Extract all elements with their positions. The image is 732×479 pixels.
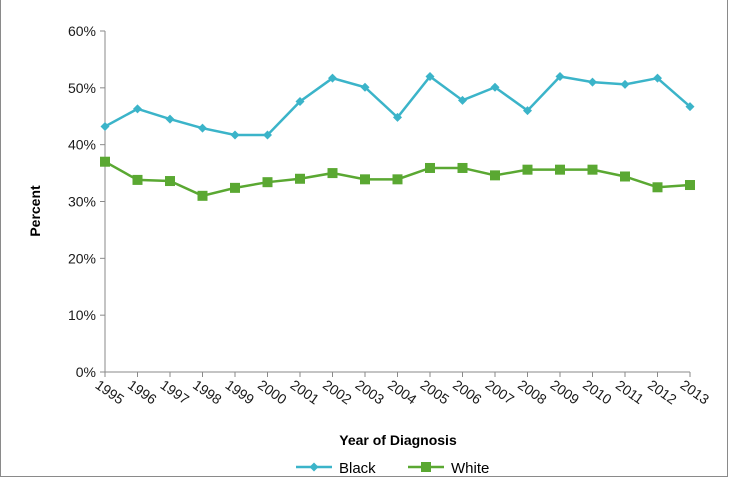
data-point-white: [262, 177, 273, 188]
data-point-white: [100, 156, 110, 167]
x-tick-label: 2007: [483, 376, 518, 407]
series-white: [100, 156, 695, 201]
x-tick-label: 2003: [353, 376, 388, 407]
data-point-black: [198, 123, 207, 133]
x-tick-label: 1999: [223, 376, 258, 407]
legend-label: Black: [339, 460, 376, 477]
x-axis: 1995199619971998199920002001200220032004…: [93, 371, 713, 408]
legend-item-black: Black: [296, 460, 376, 477]
legend: Black White: [296, 460, 489, 477]
x-tick-label: 1997: [158, 376, 193, 407]
data-point-white: [360, 174, 370, 185]
data-point-black: [425, 71, 435, 81]
x-tick-label: 2008: [515, 376, 550, 407]
y-tick-label: 50%: [68, 80, 96, 96]
y-tick-label: 10%: [68, 307, 96, 323]
data-point-white: [197, 190, 208, 201]
x-tick-label: 2006: [450, 376, 485, 407]
data-point-black: [230, 130, 240, 140]
data-point-white: [327, 168, 338, 179]
x-tick-label: 2013: [678, 376, 713, 407]
x-tick-label: 2002: [320, 376, 355, 407]
data-point-black: [100, 121, 110, 131]
data-point-white: [490, 170, 500, 181]
y-axis-title: Percent: [27, 185, 43, 237]
data-point-white: [522, 164, 533, 175]
x-tick-label: 2001: [288, 376, 323, 407]
data-point-black: [588, 77, 597, 87]
y-axis: 0% 10% 20% 30% 40% 50% 60%: [68, 23, 106, 380]
y-tick-label: 0%: [76, 364, 96, 380]
data-point-black: [653, 73, 662, 83]
data-point-black: [490, 82, 500, 92]
y-tick-label: 40%: [68, 137, 96, 153]
data-point-white: [685, 180, 695, 191]
legend-item-white: White: [408, 460, 489, 477]
legend-marker: [309, 462, 319, 472]
series-black: [100, 71, 695, 140]
data-point-white: [230, 182, 240, 193]
data-point-white: [620, 171, 630, 182]
x-tick-label: 2012: [645, 376, 680, 407]
data-point-white: [652, 182, 663, 193]
x-tick-label: 2010: [580, 376, 615, 407]
data-point-white: [132, 174, 143, 185]
data-point-white: [392, 174, 403, 185]
data-point-black: [133, 104, 142, 114]
legend-marker: [421, 462, 431, 472]
y-tick-label: 30%: [68, 194, 96, 210]
data-point-black: [393, 112, 402, 122]
data-point-black: [165, 114, 175, 124]
data-point-black: [263, 130, 272, 140]
data-point-black: [685, 102, 695, 112]
data-point-white: [555, 164, 565, 175]
data-point-black: [620, 79, 630, 89]
x-tick-label: 1996: [125, 376, 160, 407]
data-point-black: [328, 73, 337, 83]
x-tick-label: 2004: [385, 376, 420, 407]
y-tick-label: 60%: [68, 23, 96, 39]
series-line-black: [104, 74, 691, 137]
x-tick-label: 2009: [548, 376, 583, 407]
y-tick-label: 20%: [68, 250, 96, 266]
data-point-black: [295, 96, 305, 106]
legend-label: White: [451, 460, 489, 477]
data-point-white: [165, 176, 175, 187]
data-point-black: [555, 71, 565, 81]
x-tick-label: 2011: [613, 377, 647, 407]
x-axis-title: Year of Diagnosis: [339, 432, 457, 448]
data-point-white: [457, 162, 468, 173]
data-point-white: [587, 164, 598, 175]
x-tick-label: 1998: [190, 376, 225, 407]
series-layer: [100, 71, 695, 201]
x-tick-label: 2000: [255, 376, 290, 407]
data-point-black: [360, 82, 370, 92]
data-point-white: [425, 162, 435, 173]
data-point-white: [295, 173, 305, 184]
data-point-black: [523, 106, 532, 116]
x-tick-label: 2005: [418, 376, 453, 407]
data-point-black: [458, 95, 467, 105]
x-tick-label: 1995: [93, 376, 128, 407]
